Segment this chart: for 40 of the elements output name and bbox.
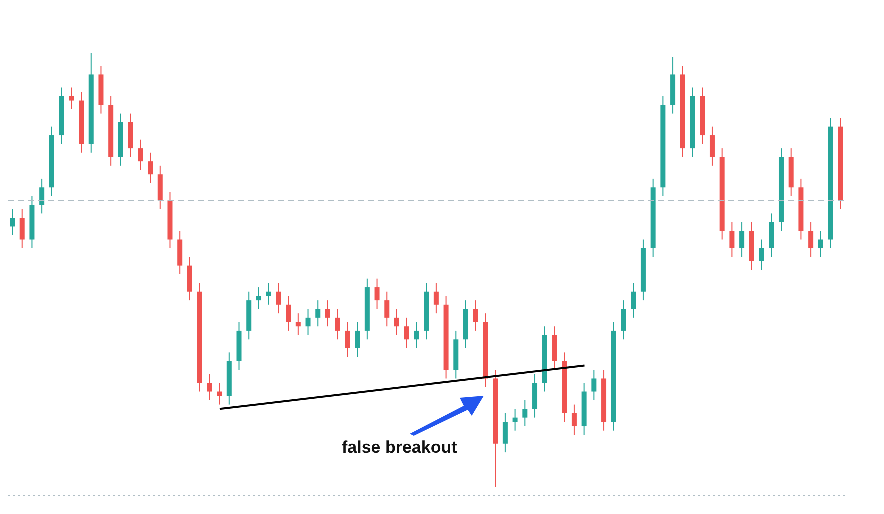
candlestick [266, 282, 272, 306]
candlestick [256, 287, 262, 310]
candlestick [710, 126, 715, 166]
candlestick [740, 222, 745, 258]
candlestick [394, 308, 400, 336]
candlestick [148, 152, 154, 184]
candlestick [512, 408, 518, 432]
candlestick [502, 412, 508, 454]
candlestick [207, 374, 212, 401]
candlestick [306, 308, 311, 336]
candlestick [335, 308, 340, 340]
candlestick [631, 282, 636, 318]
candlestick [10, 208, 15, 236]
candlestick [374, 278, 380, 310]
candlestick [730, 222, 735, 258]
candlestick [434, 282, 439, 314]
candlestick [404, 317, 410, 349]
candlestick [286, 296, 292, 332]
candlestick [522, 400, 528, 428]
candlestick [572, 404, 577, 436]
candlestick [621, 300, 626, 340]
candlestick [316, 300, 321, 328]
candlestick [40, 178, 45, 214]
candlestick [217, 382, 222, 406]
candlestick [355, 322, 360, 358]
candlestick [592, 370, 597, 401]
candlestick [138, 139, 144, 171]
candlestick [818, 230, 824, 258]
candlestick [276, 282, 282, 314]
candlestick [20, 208, 25, 249]
annotation: false breakout [342, 438, 458, 458]
candlestick [473, 300, 478, 332]
candlestick [384, 291, 390, 328]
candlestick [345, 322, 350, 358]
candlestick [325, 300, 330, 328]
candlestick [759, 239, 764, 271]
candlestick [808, 222, 814, 258]
candlestick [69, 87, 74, 110]
candlestick [414, 322, 420, 349]
candlestick [296, 313, 301, 336]
